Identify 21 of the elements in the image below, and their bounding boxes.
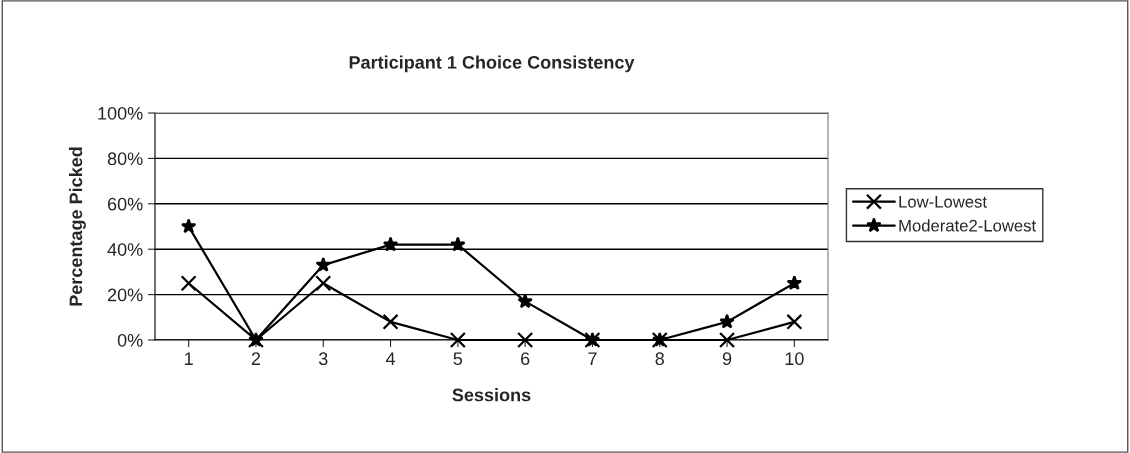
y-tick-label: 80% <box>107 152 143 166</box>
x-axis-title: Sessions <box>452 388 531 402</box>
x-tick-label: 2 <box>251 352 261 365</box>
x-tick-label: 3 <box>318 352 328 366</box>
y-tick-label: 60% <box>107 197 143 211</box>
y-tick-label: 0% <box>117 333 143 347</box>
x-tick-label: 6 <box>521 352 530 366</box>
y-tick-label: 100% <box>98 106 143 120</box>
x-tick-label: 9 <box>722 352 732 366</box>
x-tick-label: 10 <box>785 352 804 366</box>
y-tick-label: 40% <box>107 243 143 256</box>
y-tick-label: 20% <box>107 288 143 302</box>
chart-title: Participant 1 Choice Consistency <box>349 55 635 73</box>
legend-label: Moderate2-Lowest <box>899 219 1037 232</box>
y-axis-title: Percentage Picked <box>69 147 86 306</box>
legend-label: Low-Lowest <box>899 196 987 208</box>
x-tick-label: 5 <box>453 352 463 366</box>
x-tick-label: 4 <box>385 352 396 365</box>
x-tick-label: 1 <box>185 352 193 365</box>
x-tick-label: 7 <box>588 352 597 365</box>
x-tick-label: 8 <box>655 352 664 366</box>
